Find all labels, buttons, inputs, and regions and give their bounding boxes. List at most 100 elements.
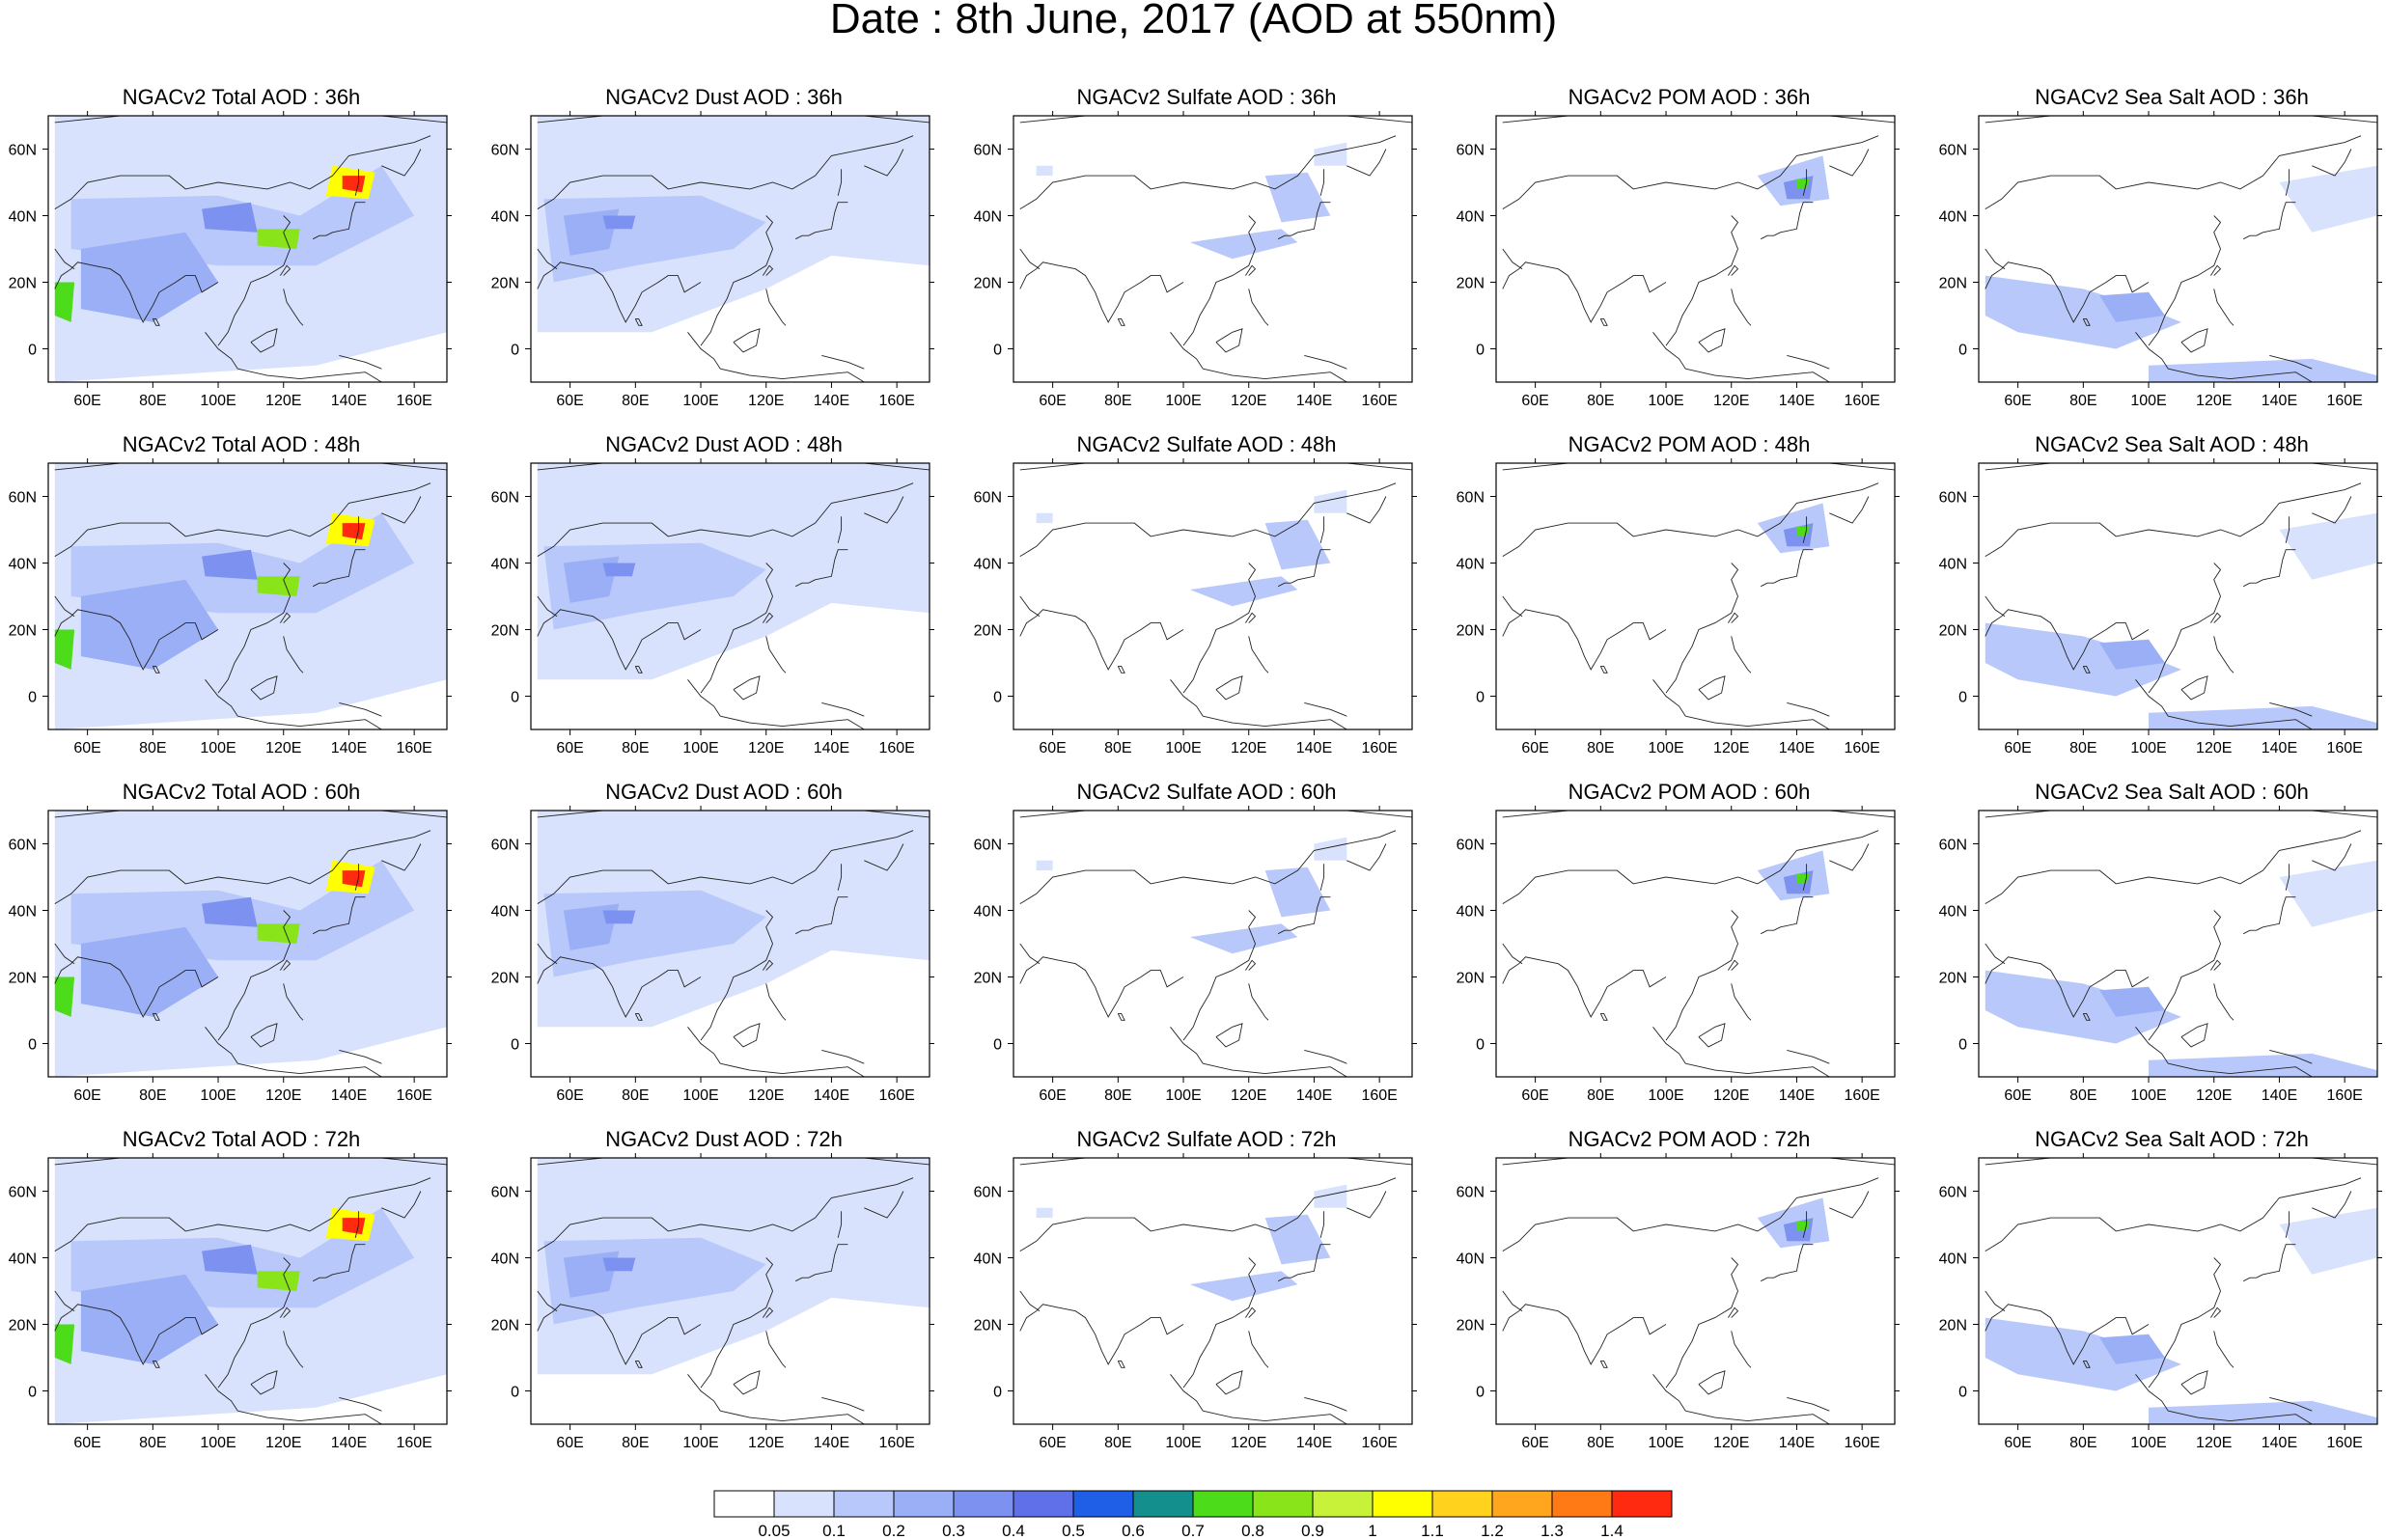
aod-field <box>602 563 636 577</box>
coastline <box>1019 943 1041 965</box>
coastline <box>1019 261 1184 323</box>
coastline <box>720 1062 865 1077</box>
lon-tick-label: 60E <box>1521 740 1548 756</box>
aod-field <box>342 523 366 540</box>
map-frame <box>530 1157 930 1425</box>
lat-tick-label: 60N <box>9 143 37 159</box>
lon-tick-label: 120E <box>265 393 301 409</box>
coastline <box>1685 715 1830 729</box>
aod-field <box>1314 489 1347 513</box>
lat-tick-label: 40N <box>974 557 1002 573</box>
coastline <box>1019 135 1397 209</box>
coastline <box>2312 496 2352 524</box>
coastline <box>381 843 422 871</box>
lon-tick-label: 120E <box>1231 1435 1266 1451</box>
coastline <box>1502 135 1879 209</box>
coastline <box>537 943 558 965</box>
coastline <box>250 1370 278 1395</box>
panel-title: NGACv2 Dust AOD : 72h <box>605 1127 843 1151</box>
coastline <box>1685 1062 1830 1077</box>
lat-tick-label: 60N <box>9 1185 37 1201</box>
coastline <box>2180 328 2208 353</box>
coastline <box>54 1290 75 1312</box>
coastline <box>1728 959 1739 971</box>
coastline <box>1787 701 1830 717</box>
aod-field <box>2099 639 2165 670</box>
lon-tick-label: 80E <box>1104 740 1131 756</box>
coastline <box>205 1374 238 1412</box>
lon-tick-label: 140E <box>1296 740 1332 756</box>
coastline <box>1985 1290 2006 1312</box>
coastline <box>2148 910 2222 1041</box>
coastline <box>1985 482 2362 557</box>
coastline <box>1502 1177 1879 1251</box>
lon-tick-label: 160E <box>2326 1087 2362 1104</box>
coastline <box>733 1023 761 1048</box>
lon-tick-label: 60E <box>73 1087 100 1104</box>
lat-tick-label: 40N <box>491 1251 519 1268</box>
coastline <box>2285 1211 2290 1238</box>
coastline <box>205 1027 238 1064</box>
coastline <box>1215 1023 1243 1048</box>
lat-tick-label: 40N <box>974 1251 1002 1268</box>
coastline <box>2269 1049 2313 1064</box>
colorbar-swatch <box>713 1490 775 1518</box>
coastline <box>1203 1410 1347 1424</box>
coastline <box>1297 549 1331 581</box>
coastline <box>1787 1049 1830 1064</box>
lon-tick-label: 100E <box>2130 1435 2166 1451</box>
coastline <box>1802 1211 1808 1238</box>
map-frame <box>1495 115 1896 383</box>
lon-tick-label: 80E <box>622 1435 649 1451</box>
coastline <box>2210 612 2222 623</box>
coastline <box>1787 1396 1830 1412</box>
lon-tick-label: 140E <box>1296 1087 1332 1104</box>
coastline <box>1502 943 1523 965</box>
coastline <box>2312 149 2352 177</box>
map-frame <box>530 810 930 1078</box>
lon-tick-label: 140E <box>1779 1087 1815 1104</box>
lon-tick-label: 60E <box>2004 393 2031 409</box>
lon-tick-label: 140E <box>1779 1435 1815 1451</box>
coastline <box>537 1304 702 1365</box>
lat-tick-label: 40N <box>1457 209 1485 226</box>
coastline <box>2269 354 2313 370</box>
coastline <box>1829 1191 1870 1219</box>
lon-tick-label: 80E <box>622 393 649 409</box>
aod-field <box>54 282 75 322</box>
lon-tick-label: 160E <box>396 1435 431 1451</box>
panel-title: NGACv2 Sea Salt AOD : 36h <box>2035 85 2309 109</box>
coastline <box>2148 563 2222 694</box>
lon-tick-label: 60E <box>2004 740 2031 756</box>
colorbar-label: 0.05 <box>758 1522 790 1540</box>
aod-map: 60E 80E 100E 120E 140E 160E 60N 40N 20N 0 <box>9 458 452 756</box>
coastline <box>2210 1306 2222 1318</box>
coastline <box>1215 675 1243 701</box>
aod-field <box>80 232 219 322</box>
map-frame <box>1978 115 2378 383</box>
coastline <box>1599 1012 1608 1021</box>
coastline <box>1019 956 1184 1018</box>
coastline <box>1019 1304 1184 1365</box>
coastline <box>2262 202 2296 234</box>
aod-field <box>54 1324 75 1364</box>
map-frame <box>530 115 930 383</box>
coastline <box>1117 665 1125 674</box>
lat-tick-label: 20N <box>1939 276 1967 292</box>
lat-tick-label: 40N <box>491 557 519 573</box>
lat-tick-label: 20N <box>1457 276 1485 292</box>
aod-field <box>342 176 366 193</box>
coastline <box>54 595 75 618</box>
coastline <box>205 679 238 717</box>
coastline <box>1215 328 1243 353</box>
lat-tick-label: 20N <box>1457 971 1485 987</box>
coastline <box>354 169 360 196</box>
coastline <box>2269 1396 2313 1412</box>
aod-field <box>1036 165 1053 177</box>
coastline <box>1502 956 1667 1018</box>
coastline <box>2148 215 2222 346</box>
colorbar-swatch <box>1611 1490 1673 1518</box>
lat-tick-label: 40N <box>1939 557 1967 573</box>
aod-field <box>80 1274 219 1364</box>
lon-tick-label: 60E <box>1039 393 1066 409</box>
